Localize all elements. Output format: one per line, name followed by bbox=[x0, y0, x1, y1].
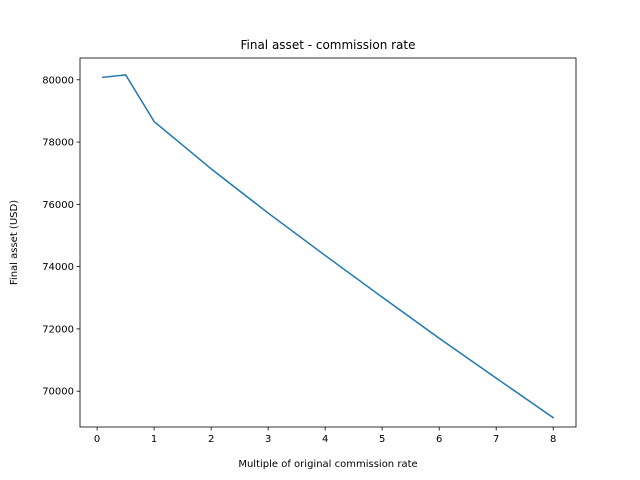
series-layer bbox=[101, 74, 555, 419]
plot-area-frame bbox=[79, 57, 577, 428]
y-tick-label: 76000 bbox=[42, 200, 74, 211]
y-tick-label: 72000 bbox=[42, 324, 74, 335]
y-tick-label: 78000 bbox=[42, 138, 74, 149]
x-tick-label: 6 bbox=[436, 434, 442, 445]
x-tick-label: 5 bbox=[379, 434, 385, 445]
y-tick-label: 70000 bbox=[42, 387, 74, 398]
y-tick-label: 74000 bbox=[42, 262, 74, 273]
x-tick-label: 1 bbox=[151, 434, 157, 445]
x-tick-label: 7 bbox=[493, 434, 499, 445]
ticks-layer: 0 1 2 3 4 5 6 7 8 70000 72000 74000 76000 78000 80000 bbox=[42, 75, 556, 445]
y-axis-label: Final asset (USD) bbox=[9, 200, 20, 285]
series-line bbox=[101, 74, 555, 419]
x-tick-label: 4 bbox=[322, 434, 328, 445]
chart-title: Final asset - commission rate bbox=[240, 38, 415, 52]
x-axis-label: Multiple of original commission rate bbox=[238, 459, 417, 470]
x-tick-label: 0 bbox=[94, 434, 100, 445]
x-tick-label: 2 bbox=[208, 434, 214, 445]
y-tick-label: 80000 bbox=[42, 75, 74, 86]
x-tick-label: 8 bbox=[550, 434, 556, 445]
x-tick-label: 3 bbox=[265, 434, 271, 445]
